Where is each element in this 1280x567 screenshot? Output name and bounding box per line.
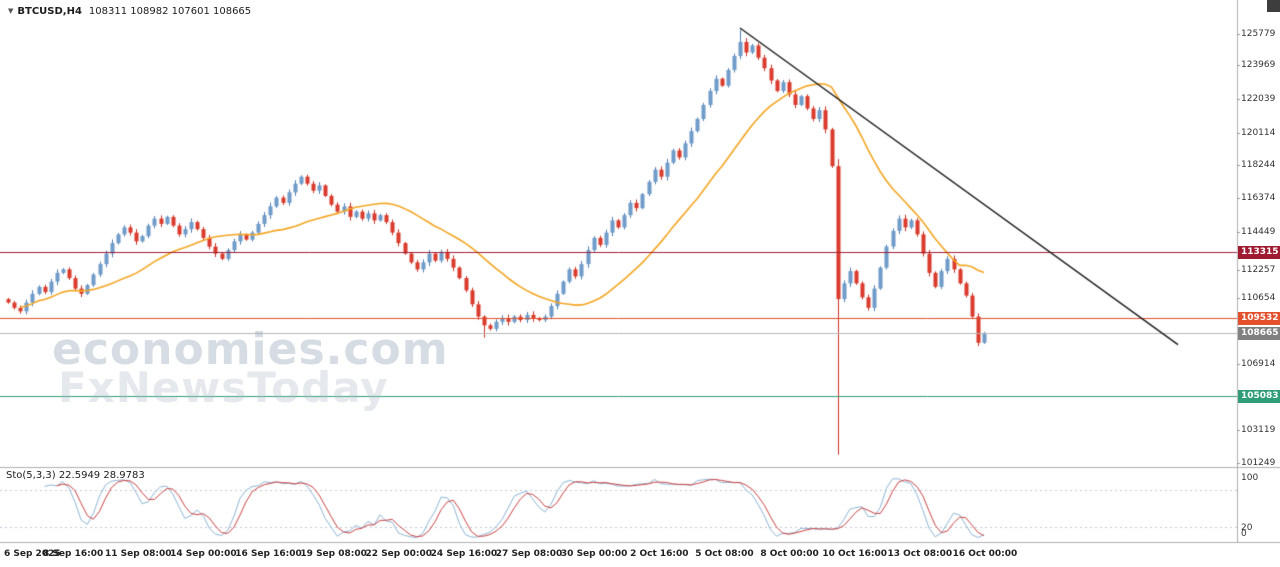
price-tick-label: 110654 [1241, 293, 1276, 303]
time-tick-label: 14 Sep 00:00 [170, 549, 237, 559]
time-tick-label: 22 Sep 00:00 [365, 549, 432, 559]
time-tick-label: 5 Oct 08:00 [695, 549, 754, 559]
price-tick-label: 114449 [1241, 227, 1276, 237]
time-tick-label: 16 Sep 16:00 [235, 549, 302, 559]
price-tick-label: 103119 [1241, 425, 1276, 435]
time-tick-label: 8 Oct 00:00 [760, 549, 819, 559]
time-tick-label: 11 Sep 08:00 [105, 549, 172, 559]
price-tick-label: 123969 [1241, 60, 1276, 70]
symbol-label: BTCUSD,H4 [17, 6, 82, 17]
price-tick-label: 125779 [1241, 29, 1276, 39]
price-level-badge: 109532 [1238, 312, 1280, 325]
price-level-badge: 105083 [1238, 390, 1280, 403]
price-tick-label: 122039 [1241, 94, 1276, 104]
time-tick-label: 30 Sep 00:00 [560, 549, 628, 559]
price-tick-label: 118244 [1241, 160, 1276, 170]
price-tick-label: 120114 [1241, 128, 1276, 138]
stochastic-tick-label: 100 [1241, 473, 1259, 483]
time-tick-label: 13 Oct 08:00 [887, 549, 953, 559]
price-tick-label: 116374 [1241, 193, 1276, 203]
corner-button[interactable] [1267, 0, 1280, 12]
time-tick-label: 27 Sep 08:00 [495, 549, 563, 559]
chart-header: ▼ BTCUSD,H4 108311 108982 107601 108665 [8, 6, 251, 17]
symbol-dropdown-icon[interactable]: ▼ [8, 7, 14, 15]
time-tick-label: 10 Oct 16:00 [822, 549, 888, 559]
stochastic-tick-label: 20 [1241, 523, 1253, 534]
stochastic-tick-label: 0 [1241, 529, 1247, 539]
price-level-badge: 108665 [1238, 327, 1280, 340]
time-tick-label: 6 Sep 2025 [4, 549, 61, 559]
price-tick-label: 101249 [1241, 458, 1276, 468]
price-level-badge: 113315 [1238, 246, 1280, 259]
time-tick-label: 2 Oct 16:00 [630, 549, 689, 559]
time-tick-label: 19 Sep 08:00 [300, 549, 367, 559]
ohlc-values: 108311 108982 107601 108665 [88, 6, 252, 17]
time-tick-label: 8 Sep 16:00 [43, 549, 104, 559]
stochastic-label: Sto(5,3,3) 22.5949 28.9783 [6, 470, 145, 481]
time-tick-label: 16 Oct 00:00 [952, 549, 1018, 559]
price-tick-label: 106914 [1241, 359, 1276, 369]
price-tick-label: 112257 [1241, 265, 1276, 275]
time-tick-label: 24 Sep 16:00 [430, 549, 498, 559]
